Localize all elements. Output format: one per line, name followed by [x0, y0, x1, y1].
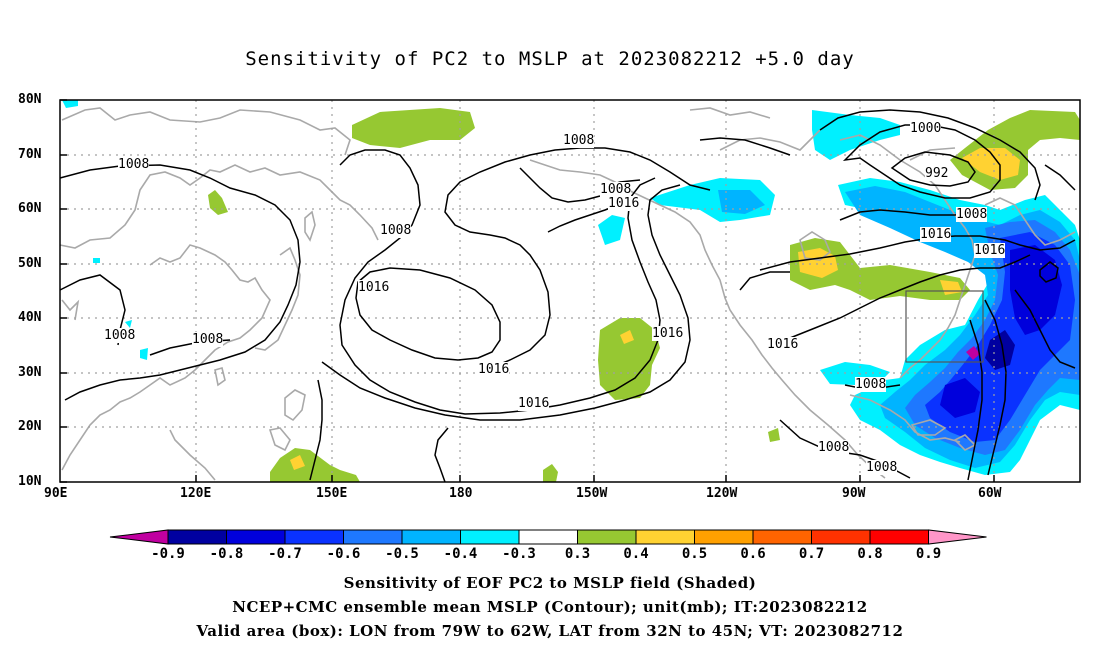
- lon-label-180: 180: [449, 486, 473, 501]
- colorbar-label: -0.8: [209, 546, 244, 562]
- colorbar-label: 0.5: [681, 546, 708, 562]
- colorbar-label: -0.3: [502, 546, 536, 562]
- colorbar-swatch: [226, 529, 286, 545]
- contour-label: 1008: [866, 460, 898, 475]
- colorbar-swatch: [752, 529, 812, 545]
- colorbar-label: 0.9: [915, 546, 942, 562]
- coastlines: [59, 107, 1076, 481]
- colorbar-swatch: [167, 529, 227, 545]
- contour-label: 1008: [818, 440, 850, 455]
- colorbar-label: 0.6: [740, 546, 766, 562]
- colorbar-swatch: [694, 529, 754, 545]
- valid-area-box: [905, 290, 984, 363]
- contour-label: 1008: [563, 133, 595, 148]
- lon-label-150e: 150E: [316, 486, 348, 501]
- colorbar-label: -0.6: [326, 546, 361, 562]
- colorbar-label: 0.8: [857, 546, 883, 562]
- colorbar-label: 0.7: [798, 546, 825, 562]
- colorbar-label: 0.4: [623, 546, 649, 562]
- colorbar-high-end: [928, 529, 987, 545]
- caption-line-2: NCEP+CMC ensemble mean MSLP (Contour); u…: [232, 598, 868, 616]
- contour-label: 1000: [910, 121, 942, 136]
- colorbar-low-end: [109, 529, 169, 545]
- contour-label: 1016: [652, 326, 684, 341]
- lat-label-50n: 50N: [18, 256, 42, 271]
- contour-label: 1016: [920, 227, 952, 242]
- contour-label: 1016: [974, 243, 1006, 258]
- contour-label: 1008: [192, 332, 224, 347]
- colorbar-label: -0.5: [385, 546, 419, 562]
- contour-label: 1016: [478, 362, 510, 377]
- lon-label-90e: 90E: [44, 486, 68, 501]
- lat-label-30n: 30N: [18, 365, 42, 380]
- lat-label-10n: 10N: [18, 474, 42, 489]
- contour-label: 1016: [358, 280, 390, 295]
- lon-label-90w: 90W: [842, 486, 866, 501]
- colorbar-label: -0.9: [151, 546, 185, 562]
- colorbar-swatch: [284, 529, 344, 545]
- colorbar-label: -0.4: [443, 546, 478, 562]
- lon-label-60w: 60W: [978, 486, 1002, 501]
- lon-label-120e: 120E: [180, 486, 212, 501]
- lon-label-120w: 120W: [706, 486, 738, 501]
- contour-label: 1008: [380, 223, 412, 238]
- colorbar-swatch: [811, 529, 871, 545]
- graticule: [60, 100, 1080, 482]
- colorbar-swatch: [635, 529, 695, 545]
- lat-label-70n: 70N: [18, 147, 42, 162]
- map-title: Sensitivity of PC2 to MSLP at 2023082212…: [245, 48, 855, 70]
- colorbar-swatch: [401, 529, 461, 545]
- colorbar-swatch: [518, 529, 578, 545]
- map-frame: [59, 99, 1081, 483]
- lon-label-150w: 150W: [576, 486, 608, 501]
- contour-label: 1016: [608, 196, 640, 211]
- colorbar: [109, 529, 987, 545]
- lat-label-60n: 60N: [18, 201, 42, 216]
- colorbar-swatch: [460, 529, 520, 545]
- contour-label: 1008: [956, 207, 988, 222]
- contour-label: 1016: [767, 337, 799, 352]
- lat-label-40n: 40N: [18, 310, 42, 325]
- contour-label: 1008: [104, 328, 136, 343]
- caption-line-1: Sensitivity of EOF PC2 to MSLP field (Sh…: [343, 574, 757, 592]
- contour-label: 1008: [118, 157, 150, 172]
- contour-label: 992: [925, 166, 949, 181]
- caption-line-3: Valid area (box): LON from 79W to 62W, L…: [196, 622, 904, 640]
- colorbar-swatch: [577, 529, 637, 545]
- colorbar-swatch: [343, 529, 403, 545]
- colorbar-label: -0.7: [268, 546, 302, 562]
- lat-label-80n: 80N: [18, 92, 42, 107]
- contour-label: 1016: [518, 396, 550, 411]
- contour-label: 1008: [855, 377, 887, 392]
- lat-label-20n: 20N: [18, 419, 42, 434]
- colorbar-label: 0.3: [564, 546, 591, 562]
- sensitivity-shading: [62, 100, 1080, 482]
- axis-ticks: [60, 99, 995, 483]
- colorbar-swatch: [869, 529, 929, 545]
- contour-label: 1008: [600, 182, 632, 197]
